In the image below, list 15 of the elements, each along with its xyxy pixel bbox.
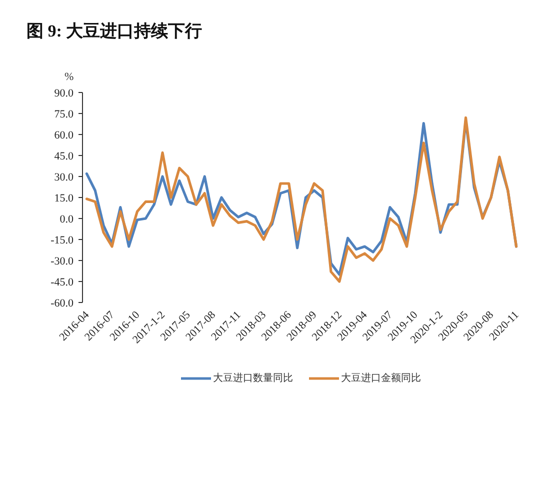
legend-label: 大豆进口金额同比 [341, 372, 421, 385]
y-tick-label: 45.0 [54, 150, 74, 162]
y-tick-label: 90.0 [54, 88, 74, 100]
chart-title: 图 9: 大豆进口持续下行 [26, 22, 202, 40]
y-axis-title: % [64, 71, 74, 83]
y-tick-label: 60.0 [54, 130, 74, 142]
y-tick-label: 15.0 [54, 192, 74, 204]
y-tick-label: -45.0 [50, 276, 74, 288]
y-tick-label: -60.0 [50, 298, 74, 310]
y-tick-label: -15.0 [50, 234, 74, 246]
legend-label: 大豆进口数量同比 [213, 372, 293, 385]
y-tick-label: 0.0 [60, 214, 74, 226]
y-tick-label: -30.0 [50, 256, 74, 268]
y-tick-label: 30.0 [54, 172, 74, 184]
y-tick-label: 75.0 [54, 108, 74, 120]
